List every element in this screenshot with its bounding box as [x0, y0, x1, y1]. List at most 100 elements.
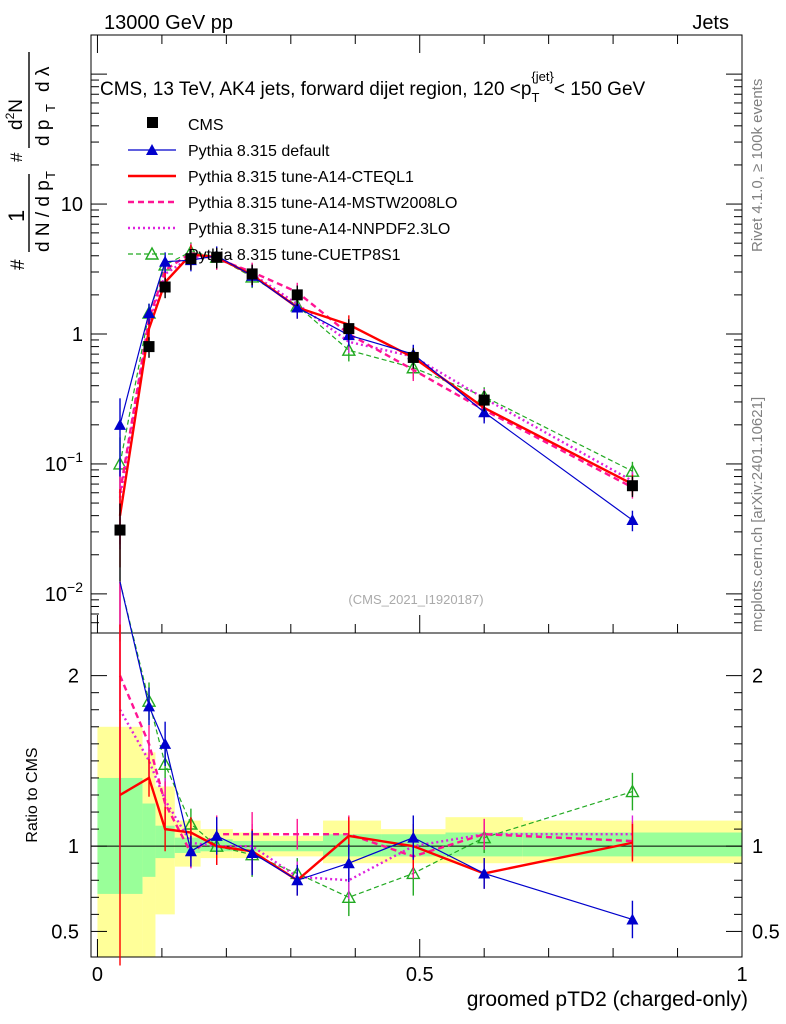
ylabel-dlambda: d λ [33, 66, 54, 92]
main-point-cms-3 [185, 253, 197, 265]
main-line-cteql1 [118, 253, 633, 516]
ratio-point-cuetp8s1-10 [625, 784, 640, 798]
legend-entry-default: Pythia 8.315 default [128, 143, 330, 160]
x-axis-label: groomed pTD2 (charged-only) [467, 988, 748, 1011]
legend-entry-mstw: Pythia 8.315 tune-A14-MSTW2008LO [128, 195, 457, 212]
legend-entry-cuetp8s1: Pythia 8.315 tune-CUETP8S1 [128, 246, 401, 264]
tick-base: 10 [45, 584, 67, 606]
ylabel-N: N [6, 99, 27, 113]
main-point-cms-9 [478, 394, 490, 406]
mcplots-label: mcplots.cern.ch [arXiv:2401.10621] [749, 397, 766, 632]
band-green-1 [142, 803, 156, 877]
ylabel-2: 2 [3, 112, 17, 119]
ratio-y-tick-label-right-0: 0.5 [752, 921, 780, 943]
ratio-point-default-1 [143, 700, 156, 712]
legend-marker-cms [147, 117, 158, 128]
ylabel-dN-dpT: d N / d p [33, 180, 54, 252]
ratio-y-tick-label-2: 2 [68, 666, 79, 688]
main-point-cuetp8s1-7 [341, 342, 357, 356]
main-line-cuetp8s1 [119, 251, 633, 472]
ratio-point-cuetp8s1-2 [157, 756, 173, 771]
legend-label-mstw: Pythia 8.315 tune-A14-MSTW2008LO [188, 195, 457, 212]
ylabel-T-sub: T [43, 171, 58, 179]
ratio-series-layer [118, 581, 640, 966]
legend-label-cteql1: Pythia 8.315 tune-A14-CTEQL1 [188, 169, 414, 186]
ratio-plot-frame [90, 632, 743, 958]
ratio-point-default-2 [159, 737, 172, 749]
x-tick-label-0: 0 [92, 964, 103, 986]
main-y-tick-label-3: 10 [61, 194, 83, 216]
plot-title-main: CMS, 13 TeV, AK4 jets, forward dijet reg… [100, 79, 531, 100]
main-point-default-0 [114, 418, 127, 430]
header-left: 13000 GeV pp [104, 12, 233, 34]
legend-label-default: Pythia 8.315 default [188, 143, 330, 160]
ylabel-hash-1: # [8, 259, 29, 270]
ratio-point-default-9 [478, 867, 491, 879]
main-y-tick-label-1: 10−1 [45, 449, 83, 476]
main-line-nnpdf [118, 255, 634, 498]
legend-entry-nnpdf: Pythia 8.315 tune-A14-NNPDF2.3LO [128, 221, 450, 238]
main-series-default [114, 246, 639, 532]
ratio-line-nnpdf [118, 709, 633, 882]
main-series-cteql1 [118, 245, 634, 568]
ylabel-hash-2: # [7, 152, 26, 162]
main-series-nnpdf [118, 247, 634, 550]
main-point-default-9 [478, 406, 491, 418]
main-line-mstw [118, 251, 633, 493]
main-series-mstw [118, 243, 634, 545]
main-point-default-1 [143, 307, 156, 319]
main-point-cms-8 [407, 351, 419, 363]
main-point-cms-4 [211, 251, 223, 263]
main-line-default [119, 255, 633, 521]
main-point-cms-2 [159, 281, 171, 293]
ratio-line-default [119, 581, 633, 921]
tick-base: 10 [45, 454, 67, 476]
ylabel-d2N: d2N [3, 99, 27, 130]
watermark: (CMS_2021_I1920187) [348, 592, 483, 607]
ratio-point-default-10 [626, 913, 639, 925]
main-point-cms-10 [626, 480, 638, 492]
ratio-y-tick-label-right-2: 2 [752, 666, 763, 688]
main-y-tick-label-0: 10−2 [45, 579, 83, 606]
rivet-label: Rivet 4.1.0, ≥ 100k events [749, 79, 766, 252]
plot-title-sub: T [531, 90, 539, 105]
main-series-cuetp8s1 [112, 242, 640, 516]
ratio-y-tick-label-1: 1 [68, 836, 79, 858]
main-series-layer [112, 242, 640, 582]
legend-label-cms: CMS [188, 117, 224, 134]
y-axis-label: # 1 d N / d p T # d2N d p T d λ [3, 52, 58, 270]
ratio-series-default [119, 581, 639, 939]
main-point-default-6 [291, 301, 304, 313]
main-point-cms-1 [143, 341, 155, 353]
main-point-default-10 [626, 514, 639, 526]
plot-title-tail: < 150 GeV [554, 79, 646, 100]
ylabel-T-sub-2: T [43, 104, 58, 112]
x-tick-label-2: 1 [736, 964, 747, 986]
plot-title-sup: {jet} [531, 69, 554, 84]
header-right: Jets [692, 12, 729, 34]
main-series-cms [114, 247, 638, 582]
main-point-cms-7 [343, 323, 355, 335]
ratio-point-default-5 [246, 846, 259, 858]
main-point-cms-0 [114, 524, 126, 536]
ratio-point-default-8 [407, 831, 420, 843]
ratio-y-tick-label-right-1: 1 [752, 836, 763, 858]
ratio-line-mstw [118, 675, 633, 858]
ylabel-one: 1 [4, 210, 29, 222]
ratio-point-default-7 [342, 857, 355, 869]
ratio-point-cuetp8s1-7 [341, 889, 357, 904]
ratio-y-label: Ratio to CMS [24, 747, 41, 842]
legend-entry-cms: CMS [147, 117, 224, 134]
main-point-cms-5 [246, 268, 258, 280]
legend-marker-default [146, 144, 158, 155]
ratio-point-default-4 [210, 829, 223, 841]
ratio-point-default-3 [184, 845, 197, 857]
ratio-uncertainty-bands [97, 726, 742, 957]
ylabel-d: d [6, 119, 27, 130]
tick-exponent: −1 [67, 449, 83, 465]
ratio-point-default-6 [291, 874, 304, 886]
plot-title: CMS, 13 TeV, AK4 jets, forward dijet reg… [100, 69, 646, 105]
tick-exponent: −2 [67, 579, 83, 595]
